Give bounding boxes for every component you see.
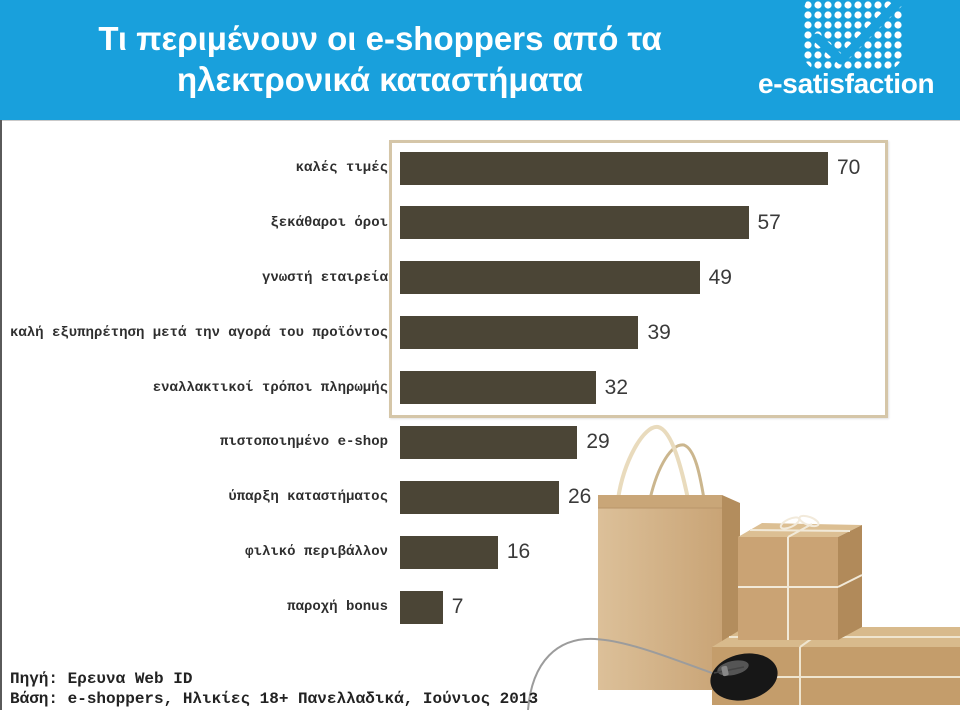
value-label: 16 xyxy=(506,540,531,564)
page-title: Τι περιμένουν οι e-shoppers από τα ηλεκτ… xyxy=(0,18,760,100)
bar xyxy=(400,206,749,240)
bar xyxy=(400,480,559,514)
category-label: καλές τιμές xyxy=(295,160,388,176)
shopping-illustration xyxy=(527,425,960,710)
bar xyxy=(400,535,498,569)
frame-left-line xyxy=(0,120,2,710)
value-label: 57 xyxy=(757,210,781,234)
mouse-cable xyxy=(527,637,713,710)
gift-box-bow xyxy=(798,514,820,528)
value-label: 49 xyxy=(708,265,732,289)
category-label: καλή εξυπηρέτηση μετά την αγορά του προϊ… xyxy=(9,324,388,341)
value-label: 39 xyxy=(647,320,671,344)
category-label: γνωστή εταιρεία xyxy=(261,269,388,286)
source-note: Πηγή: Ερευνα Web ID xyxy=(10,670,193,688)
category-label: παροχή bonus xyxy=(287,599,388,615)
bag-front xyxy=(598,495,722,690)
bag-handle-front xyxy=(616,425,690,500)
bar xyxy=(400,316,639,350)
header-bar: Τι περιμένουν οι e-shoppers από τα ηλεκτ… xyxy=(0,0,960,120)
bar xyxy=(400,151,828,185)
value-label: 7 xyxy=(451,595,464,618)
bar xyxy=(400,261,700,295)
category-label: ύπαρξη καταστήματος xyxy=(228,489,388,506)
bar xyxy=(400,425,578,459)
value-label: 32 xyxy=(604,375,629,399)
checkmark-dots-icon xyxy=(804,0,903,70)
category-label: πιστοποιημένο e-shop xyxy=(219,434,388,451)
mouse-button-split xyxy=(713,666,745,674)
computer-mouse-icon xyxy=(527,637,778,710)
base-note: Βάση: e-shoppers, Ηλικίες 18+ Πανελλαδικ… xyxy=(10,690,539,708)
value-label: 70 xyxy=(837,156,861,179)
gift-box-side xyxy=(838,525,862,640)
bar xyxy=(400,590,443,624)
category-label: φιλικό περιβάλλον xyxy=(245,544,388,561)
value-label: 29 xyxy=(586,430,610,454)
bar-chart: καλές τιμές 70 ξεκάθαροι όροι 57 γνωστή εται… xyxy=(9,140,888,624)
title-line-2: ηλεκτρονικά καταστήματα xyxy=(177,61,583,98)
bag-handle-back xyxy=(648,443,706,500)
frame-top-line xyxy=(0,120,960,121)
mouse-wheel xyxy=(721,665,729,677)
gift-box-string xyxy=(837,574,863,588)
logo-text: e-satisfaction xyxy=(758,68,935,99)
category-label: ξεκάθαροι όροι xyxy=(270,214,388,231)
bag-rim xyxy=(598,495,722,508)
highlight-box xyxy=(389,140,888,418)
value-label: 26 xyxy=(567,485,592,509)
gift-box-icon xyxy=(738,514,863,640)
category-label: εναλλακτικοί τρόποι πληρωμής xyxy=(152,379,388,396)
title-line-1: Τι περιμένουν οι e-shoppers από τα xyxy=(98,20,662,57)
logo-checkmark xyxy=(812,0,903,65)
gift-box-string xyxy=(787,523,813,538)
bar xyxy=(400,371,596,404)
